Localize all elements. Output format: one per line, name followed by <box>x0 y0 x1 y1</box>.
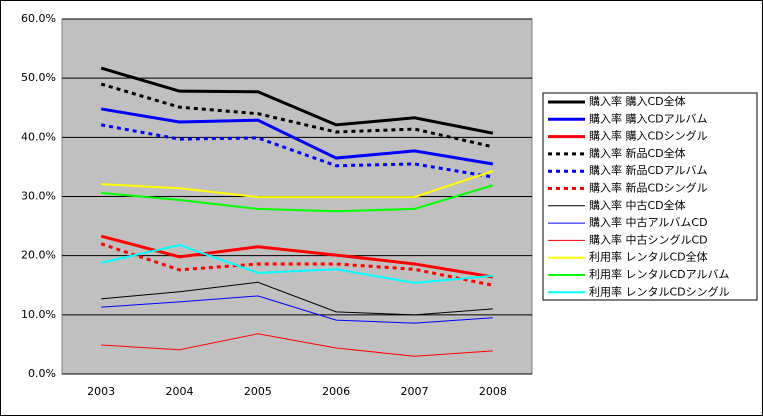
legend-label: 購入率 購入CD全体 <box>589 94 686 108</box>
series-line <box>101 184 494 213</box>
legend-label: 利用率 レンタルCDシングル <box>589 284 730 298</box>
series-line <box>100 242 494 287</box>
y-tick-label: 30.0% <box>21 190 56 203</box>
y-tick-label: 10.0% <box>21 308 56 321</box>
series-line <box>101 170 494 199</box>
series-line <box>100 243 493 284</box>
series-line <box>100 82 494 149</box>
x-tick-label: 2004 <box>166 385 194 398</box>
series-line <box>100 123 494 179</box>
series-line <box>101 281 493 316</box>
series-line <box>101 333 493 357</box>
legend-label: 購入率 購入CDシングル <box>589 129 708 143</box>
y-tick-label: 20.0% <box>21 249 56 262</box>
legend-label: 購入率 新品CD全体 <box>589 146 686 160</box>
y-tick-label: 40.0% <box>21 130 56 143</box>
legend-label: 購入率 中古CD全体 <box>589 198 686 212</box>
legend-label: 購入率 中古アルバムCD <box>589 215 708 229</box>
legend-label: 購入率 新品CDシングル <box>589 181 708 195</box>
legend-label: 利用率 レンタルCDアルバム <box>589 267 730 281</box>
legend-label: 利用率 レンタルCD全体 <box>589 250 708 264</box>
x-tick-label: 2006 <box>322 385 350 398</box>
legend <box>542 92 758 301</box>
y-tick-label: 0.0% <box>28 367 56 380</box>
x-tick-label: 2005 <box>244 385 272 398</box>
x-tick-label: 2003 <box>87 385 115 398</box>
series-line <box>100 234 494 279</box>
y-tick-label: 50.0% <box>21 71 56 84</box>
legend-label: 購入率 中古シングルCD <box>589 232 708 246</box>
series-line <box>100 66 494 135</box>
series-line <box>101 295 493 324</box>
legend-label: 購入率 新品CDアルバム <box>589 163 708 177</box>
series-line <box>100 107 494 166</box>
x-tick-label: 2008 <box>479 385 507 398</box>
legend-label: 購入率 購入CDアルバム <box>589 111 708 125</box>
y-tick-label: 60.0% <box>21 12 56 25</box>
x-tick-label: 2007 <box>401 385 429 398</box>
